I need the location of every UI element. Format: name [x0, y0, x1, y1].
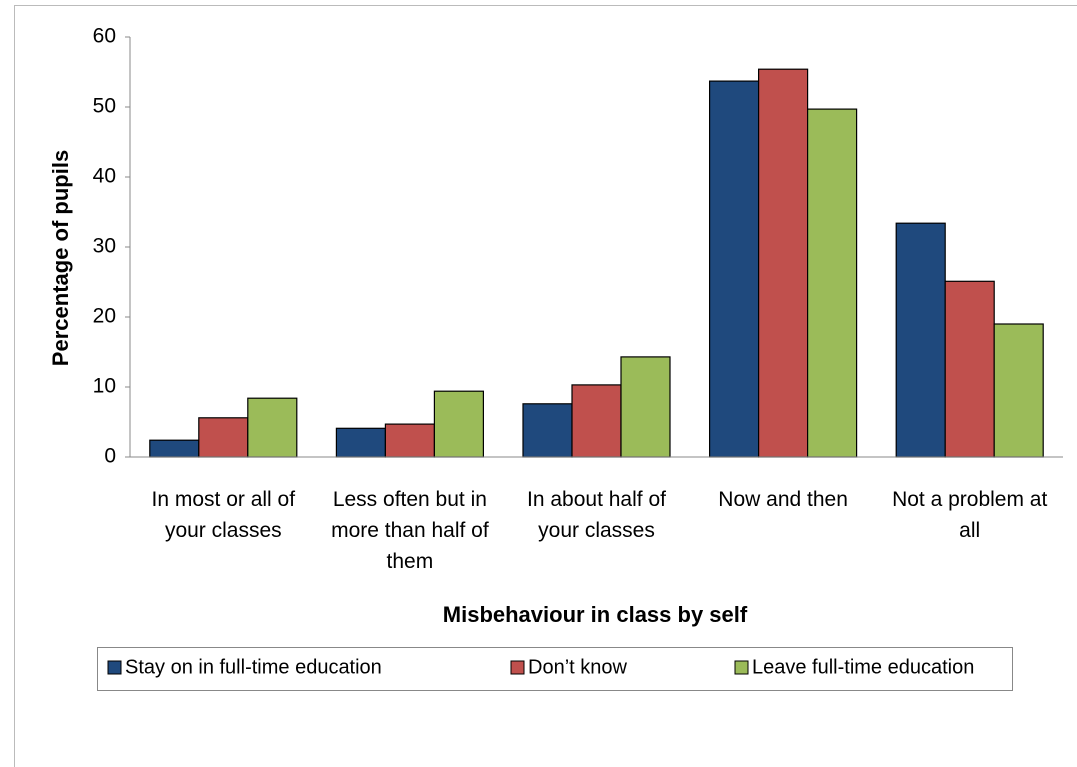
x-axis-title: Misbehaviour in class by self: [443, 602, 748, 627]
bar: [895, 222, 946, 458]
y-tick-label: 20: [93, 305, 116, 328]
bar: [571, 384, 622, 458]
bar: [433, 390, 484, 458]
x-tick-label: Now and then: [718, 488, 848, 511]
y-tick-label: 10: [93, 375, 116, 398]
x-tick-label: Less often but in more than half of them: [331, 488, 489, 573]
y-tick-label: 40: [93, 165, 116, 188]
chart-border: [14, 5, 1077, 767]
legend-swatch: [107, 660, 122, 675]
y-tick-label: 60: [93, 25, 116, 48]
legend-box: [97, 647, 1013, 691]
bar: [620, 356, 671, 458]
x-tick-label: In most or all of your classes: [151, 488, 296, 542]
bar: [806, 108, 858, 458]
y-tick-label: 30: [93, 235, 116, 258]
y-tick-label: 50: [93, 95, 116, 118]
bar: [335, 427, 386, 458]
bar: [149, 439, 200, 458]
bar: [944, 280, 995, 458]
y-tick-label: 0: [104, 445, 116, 468]
legend-label: Leave full-time education: [752, 656, 974, 678]
bar: [247, 397, 298, 458]
legend-swatch: [510, 660, 525, 675]
legend-swatch: [734, 660, 749, 675]
legend-label: Stay on in full-time education: [125, 656, 382, 678]
bar: [384, 423, 435, 458]
legend-label: Don’t know: [528, 656, 627, 678]
bar: [757, 68, 809, 458]
bar: [708, 80, 760, 458]
bar: [522, 403, 573, 458]
bar: [198, 417, 249, 458]
y-axis-title: Percentage of pupils: [48, 150, 73, 366]
x-tick-label: In about half of your classes: [527, 488, 666, 542]
x-tick-label: Not a problem at all: [892, 488, 1048, 542]
bar: [993, 323, 1044, 458]
